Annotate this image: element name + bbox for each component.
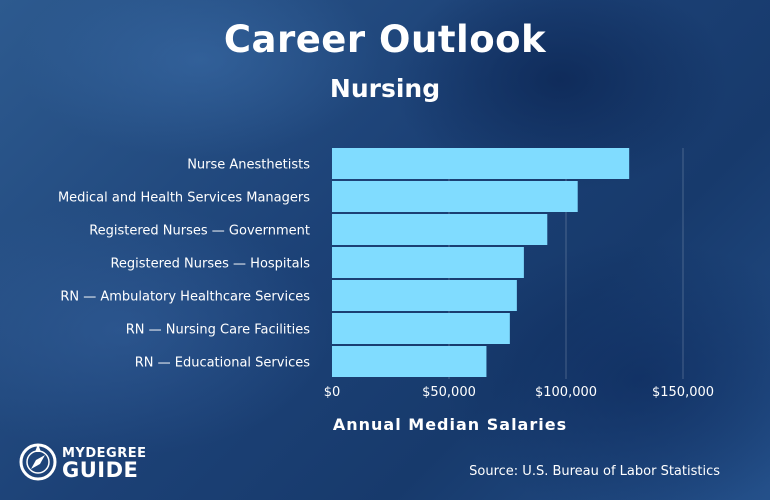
bar — [332, 346, 487, 377]
bar — [332, 313, 510, 344]
x-axis-label: Annual Median Salaries — [332, 415, 568, 434]
category-label: Registered Nurses — Government — [89, 224, 310, 239]
source-note: Source: U.S. Bureau of Labor Statistics — [469, 464, 720, 479]
category-label: Nurse Anesthetists — [187, 158, 310, 173]
category-label: Medical and Health Services Managers — [58, 191, 310, 206]
chart-title: Career Outlook — [223, 18, 547, 61]
bar — [332, 148, 630, 179]
chart-subtitle: Nursing — [329, 74, 441, 103]
bar-chart: Nurse Anesthetists Medical and Health Ser… — [58, 148, 714, 400]
bar — [332, 214, 548, 245]
x-tick-label: $50,000 — [422, 385, 476, 400]
category-label: Registered Nurses — Hospitals — [110, 257, 310, 272]
compass-logo-icon — [19, 443, 57, 481]
mydegreeguide-logo: MYDEGREE GUIDE — [18, 440, 158, 484]
bar — [332, 247, 524, 278]
logo-text-bottom: GUIDE — [62, 458, 139, 482]
logo-text-top: MYDEGREE — [62, 446, 147, 461]
x-tick-label: $150,000 — [652, 385, 714, 400]
x-tick-label: $100,000 — [535, 385, 597, 400]
bar — [332, 181, 578, 212]
category-label: RN — Educational Services — [135, 356, 310, 371]
category-label: RN — Ambulatory Healthcare Services — [60, 290, 310, 305]
x-tick-label: $0 — [324, 385, 341, 400]
bar — [332, 280, 517, 311]
category-label: RN — Nursing Care Facilities — [126, 323, 311, 338]
